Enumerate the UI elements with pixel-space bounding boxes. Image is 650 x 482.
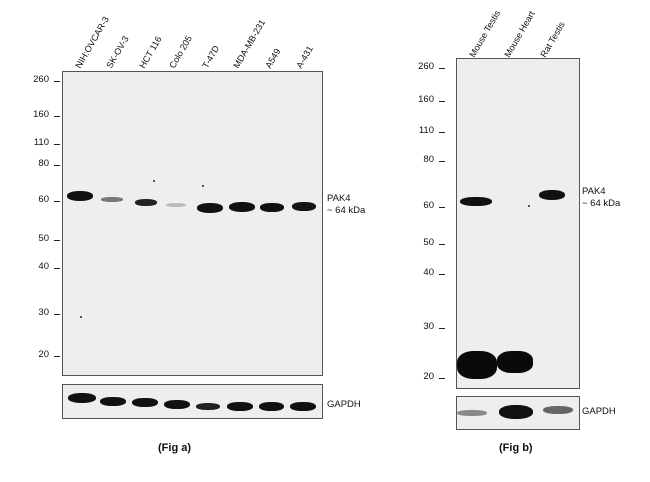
- band: [164, 400, 190, 409]
- lane-label: HCT 116: [137, 34, 164, 70]
- figure-caption: (Fig a): [158, 442, 191, 454]
- mw-marker: 160: [33, 109, 49, 120]
- mw-marker: 30: [38, 307, 49, 318]
- lane-label: T-47D: [200, 43, 222, 70]
- band: [197, 203, 223, 213]
- band: [497, 351, 533, 373]
- mw-tick: [439, 132, 445, 133]
- band: [101, 197, 123, 202]
- mw-tick: [54, 165, 60, 166]
- blot-gapdh-panel: [62, 384, 323, 419]
- mw-marker: 80: [38, 158, 49, 169]
- mw-tick: [439, 274, 445, 275]
- band: [543, 406, 573, 414]
- target-name: PAK4: [327, 193, 351, 204]
- speck: [153, 180, 155, 182]
- band: [460, 197, 492, 206]
- band: [260, 203, 284, 212]
- figure-caption: (Fig b): [499, 442, 533, 454]
- band: [67, 191, 93, 201]
- mw-marker: 260: [33, 74, 49, 85]
- band: [196, 403, 220, 410]
- speck: [528, 205, 530, 207]
- mw-marker: 80: [423, 154, 434, 165]
- mw-tick: [439, 161, 445, 162]
- band: [100, 397, 126, 406]
- mw-tick: [54, 268, 60, 269]
- mw-tick: [439, 328, 445, 329]
- blot-main-panel: [456, 58, 580, 389]
- blot-main-panel: [62, 71, 323, 376]
- mw-marker: 110: [33, 137, 49, 148]
- mw-tick: [439, 101, 445, 102]
- mw-tick: [54, 116, 60, 117]
- mw-marker: 260: [418, 61, 434, 72]
- band: [229, 202, 255, 212]
- mw-marker: 60: [38, 194, 49, 205]
- lane-label: A549: [263, 46, 283, 70]
- mw-marker: 20: [38, 349, 49, 360]
- mw-tick: [54, 81, 60, 82]
- target-size: ~ 64 kDa: [327, 205, 366, 216]
- mw-tick: [439, 244, 445, 245]
- lane-label: Mouse Testis: [467, 8, 503, 60]
- band: [292, 202, 316, 211]
- mw-tick: [439, 68, 445, 69]
- band: [68, 393, 96, 403]
- mw-marker: 40: [423, 267, 434, 278]
- target-label: PAK4 ~ 64 kDa: [582, 186, 620, 210]
- band: [135, 199, 157, 206]
- mw-marker: 160: [418, 94, 434, 105]
- mw-marker: 30: [423, 321, 434, 332]
- band: [166, 203, 186, 207]
- mw-marker: 60: [423, 200, 434, 211]
- loading-control-label: GAPDH: [582, 406, 616, 417]
- band: [499, 405, 533, 419]
- band: [259, 402, 284, 411]
- loading-control-label: GAPDH: [327, 399, 361, 410]
- lane-label: Mouse Heart: [502, 9, 537, 60]
- mw-tick: [439, 378, 445, 379]
- mw-tick: [54, 201, 60, 202]
- mw-marker: 110: [418, 125, 434, 136]
- target-label: PAK4 ~ 64 kDa: [327, 193, 365, 217]
- mw-marker: 40: [38, 261, 49, 272]
- mw-tick: [54, 356, 60, 357]
- lane-label: SK-OV-3: [104, 34, 131, 70]
- mw-marker: 50: [423, 237, 434, 248]
- band: [457, 351, 497, 379]
- band: [539, 190, 565, 200]
- band: [290, 402, 316, 411]
- lane-label: Colo 205: [167, 33, 195, 70]
- band: [457, 410, 487, 416]
- mw-tick: [54, 144, 60, 145]
- lane-label: A-431: [294, 44, 316, 70]
- mw-tick: [54, 314, 60, 315]
- target-size: ~ 64 kDa: [582, 198, 621, 209]
- speck: [202, 185, 204, 187]
- mw-tick: [439, 207, 445, 208]
- mw-marker: 20: [423, 371, 434, 382]
- speck: [80, 316, 82, 318]
- mw-tick: [54, 240, 60, 241]
- lane-label: Rat Testis: [538, 19, 567, 60]
- band: [227, 402, 253, 411]
- target-name: PAK4: [582, 186, 606, 197]
- band: [132, 398, 158, 407]
- blot-gapdh-panel: [456, 396, 580, 430]
- lane-label: MDA-MB-231: [231, 17, 268, 70]
- mw-marker: 50: [38, 233, 49, 244]
